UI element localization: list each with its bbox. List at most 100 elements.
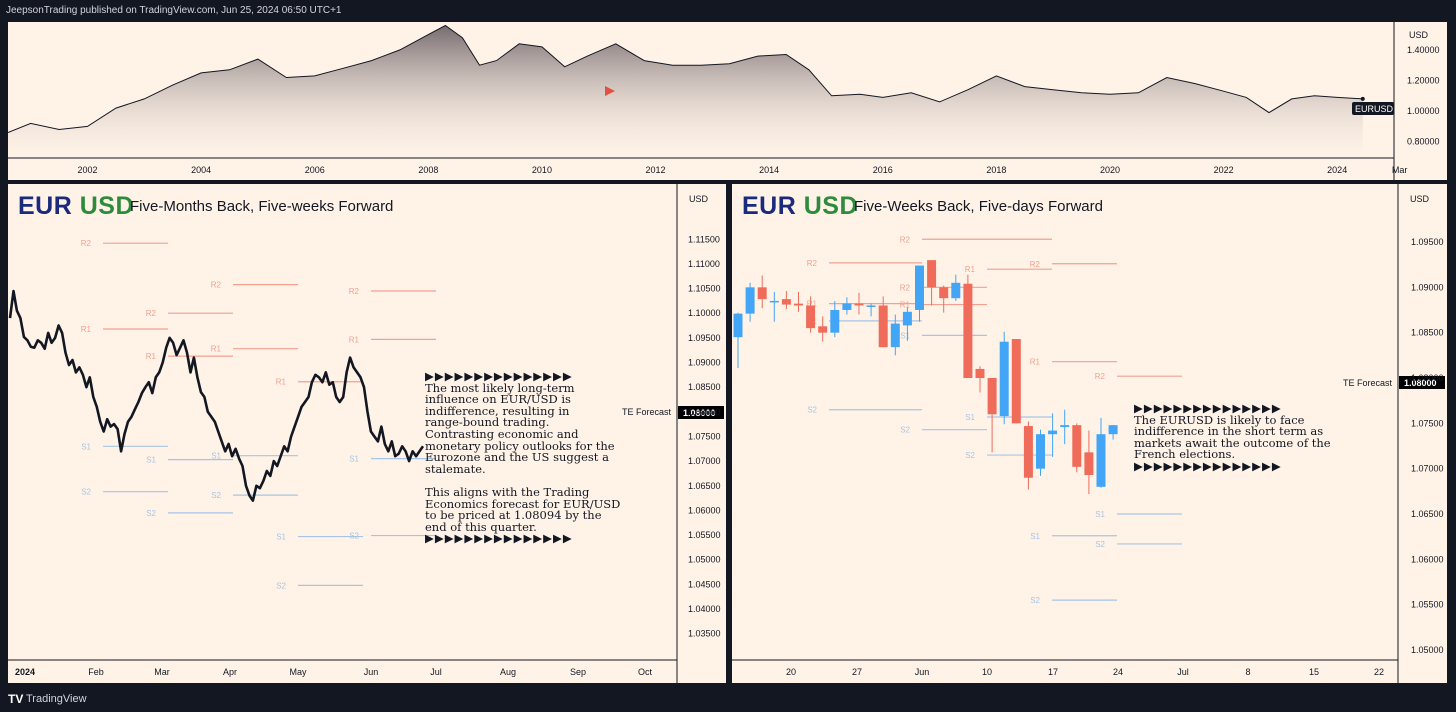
price-tick-label: 1.06500 bbox=[1411, 509, 1444, 519]
note-line: markets await the outcome of the bbox=[1134, 435, 1331, 450]
five-weeks-chart-panel[interactable]: USD R2R1R2R2R1R1R2R1R2S1S2S1S2S1S2S1S1S2… bbox=[732, 184, 1447, 683]
price-tick-label: 1.10000 bbox=[688, 308, 721, 318]
analysis-note: ▶▶▶▶▶▶▶▶▶▶▶▶▶▶▶ The most likely long-ter… bbox=[425, 369, 625, 545]
price-tick-label: 1.04000 bbox=[688, 604, 721, 614]
time-tick-label: Jun bbox=[364, 667, 379, 677]
candle-up bbox=[733, 313, 743, 338]
pivot-level-label: R1 bbox=[211, 345, 222, 354]
time-tick-label: 2014 bbox=[759, 165, 779, 175]
candle-up bbox=[1036, 434, 1045, 469]
pivot-level-label: S1 bbox=[1095, 510, 1105, 519]
eurusd-price-line bbox=[8, 289, 425, 502]
pivot-level-label: R2 bbox=[1030, 260, 1041, 269]
note-line: end of this quarter. bbox=[425, 519, 537, 534]
time-tick-label: 2016 bbox=[873, 165, 893, 175]
pivot-level-label: R2 bbox=[1095, 372, 1106, 381]
candle-up bbox=[1108, 425, 1118, 435]
pivot-level-label: S1 bbox=[81, 442, 91, 451]
price-tick-label: 1.08500 bbox=[1411, 328, 1444, 338]
note-line: influence on EUR/USD is bbox=[425, 392, 571, 407]
five-weeks-chart[interactable]: USD R2R1R2R2R1R1R2R1R2S1S2S1S2S1S2S1S1S2… bbox=[732, 184, 1447, 683]
price-tick-label: 1.07500 bbox=[688, 431, 721, 441]
price-tick-label: 1.08500 bbox=[688, 382, 721, 392]
price-tick-label: 1.05000 bbox=[1411, 645, 1444, 655]
te-forecast-label: TE Forecast bbox=[1343, 378, 1393, 388]
note-line: Economics forecast for EUR/USD bbox=[425, 496, 621, 511]
five-months-chart-panel[interactable]: USD R2 R1 R1 R2 R2 R1 R1 R2 R1 S1 S2 S1 S2 S1 S2 S1 S2 S1… bbox=[8, 184, 726, 683]
candle-down bbox=[1084, 452, 1094, 476]
forecast-price-badge bbox=[1399, 376, 1445, 389]
note-line: stalemate. bbox=[425, 461, 486, 476]
publisher-text: JeepsonTrading published on TradingView.… bbox=[6, 5, 342, 16]
candle-up bbox=[1060, 425, 1070, 427]
note-line: indifference, resulting in bbox=[425, 403, 570, 418]
pivot-level-label: S1 bbox=[276, 533, 286, 542]
pivot-level-label: S2 bbox=[900, 426, 910, 435]
pivot-level-label: R2 bbox=[900, 235, 911, 244]
time-tick-label: 2002 bbox=[78, 165, 98, 175]
candle-down bbox=[939, 287, 949, 299]
overview-chart[interactable]: USD EURUSD 1.400001.200001.000000.80000 … bbox=[8, 22, 1447, 180]
overview-chart-panel[interactable]: USD EURUSD 1.40000 1.20000 1.00000 0.80000 … bbox=[8, 22, 1447, 180]
currency-label: USD bbox=[1409, 30, 1429, 40]
note-arrows-top: ▶▶▶▶▶▶▶▶▶▶▶▶▶▶▶ bbox=[425, 369, 573, 383]
note-line: The EURUSD is likely to face bbox=[1134, 412, 1305, 427]
price-tick-label: 1.00000 bbox=[1407, 106, 1440, 116]
price-axis-ticks: 1.40000 1.20000 1.00000 0.80000 bbox=[1407, 45, 1440, 147]
chart-subtitle: Five-Weeks Back, Five-days Forward bbox=[854, 198, 1103, 215]
five-months-chart[interactable]: USD R2 R1 R1 R2 R2 R1 R1 R2 R1 S1 S2 S1 S2 S1 S2 S1 S2 S1… bbox=[8, 184, 726, 683]
note-line: monetary policy outlooks for the bbox=[425, 438, 615, 453]
time-tick-label: Apr bbox=[223, 667, 237, 677]
pivot-level-label: R2 bbox=[81, 239, 92, 248]
pivot-levels: R2R1R2R2R1R1R2R1R2S1S2S1S2S1S2S1S1S2S2 bbox=[807, 235, 1182, 605]
pivot-level-label: S2 bbox=[81, 488, 91, 497]
candle-up bbox=[951, 282, 961, 299]
price-tick-label: 1.03500 bbox=[688, 629, 721, 639]
candle-down bbox=[1023, 426, 1033, 478]
price-tick-label: 1.05500 bbox=[688, 530, 721, 540]
te-forecast-label: TE Forecast bbox=[622, 407, 672, 417]
price-tick-label: 1.06500 bbox=[688, 481, 721, 491]
price-tick-label: 1.08000 bbox=[1411, 373, 1444, 383]
time-tick-label: May bbox=[289, 667, 307, 677]
tradingview-brand: TradingView bbox=[26, 693, 87, 705]
time-tick-label: Feb bbox=[88, 667, 104, 677]
candle-up bbox=[890, 323, 900, 348]
pivot-level-label: R1 bbox=[276, 378, 287, 387]
candle-down bbox=[975, 368, 985, 378]
price-tick-label: 1.05000 bbox=[688, 555, 721, 565]
candlesticks bbox=[733, 260, 1118, 495]
currency-label: USD bbox=[1410, 194, 1430, 204]
candle-down bbox=[806, 305, 816, 329]
pivot-level-label: R1 bbox=[1030, 358, 1041, 367]
candle-up bbox=[1096, 434, 1106, 487]
chart-title: EUR USD bbox=[18, 192, 134, 221]
tradingview-logo-icon: TV bbox=[8, 692, 24, 706]
pivot-level-label: S1 bbox=[146, 456, 156, 465]
candle-down bbox=[794, 303, 803, 306]
candle-up bbox=[866, 305, 876, 307]
time-tick-label: Sep bbox=[570, 667, 586, 677]
time-tick-label: 2008 bbox=[418, 165, 438, 175]
candle-down bbox=[854, 303, 864, 306]
pivot-level-label: S1 bbox=[349, 455, 359, 464]
forecast-price-badge bbox=[678, 406, 724, 419]
price-tick-label: 1.04500 bbox=[688, 579, 721, 589]
publisher-header: JeepsonTrading published on TradingView.… bbox=[0, 0, 1456, 22]
title-usd: USD bbox=[803, 192, 859, 220]
price-tick-label: 1.11500 bbox=[688, 234, 720, 244]
candle-up bbox=[769, 300, 779, 303]
candle-down bbox=[878, 305, 888, 348]
time-tick-label: 2006 bbox=[305, 165, 325, 175]
pivot-level-label: S2 bbox=[349, 532, 359, 541]
note-line: This aligns with the Trading bbox=[425, 484, 590, 499]
candle-down bbox=[987, 378, 997, 415]
price-tick-label: 1.09000 bbox=[688, 358, 721, 368]
pivot-level-label: S2 bbox=[1030, 596, 1040, 605]
pivot-level-label: S2 bbox=[276, 581, 286, 590]
pivot-level-label: R1 bbox=[146, 352, 157, 361]
candle-up bbox=[842, 303, 852, 310]
price-tick-label: 1.10500 bbox=[688, 284, 721, 294]
price-tick-label: 1.40000 bbox=[1407, 45, 1440, 55]
time-tick-label: 2024 bbox=[15, 667, 35, 677]
